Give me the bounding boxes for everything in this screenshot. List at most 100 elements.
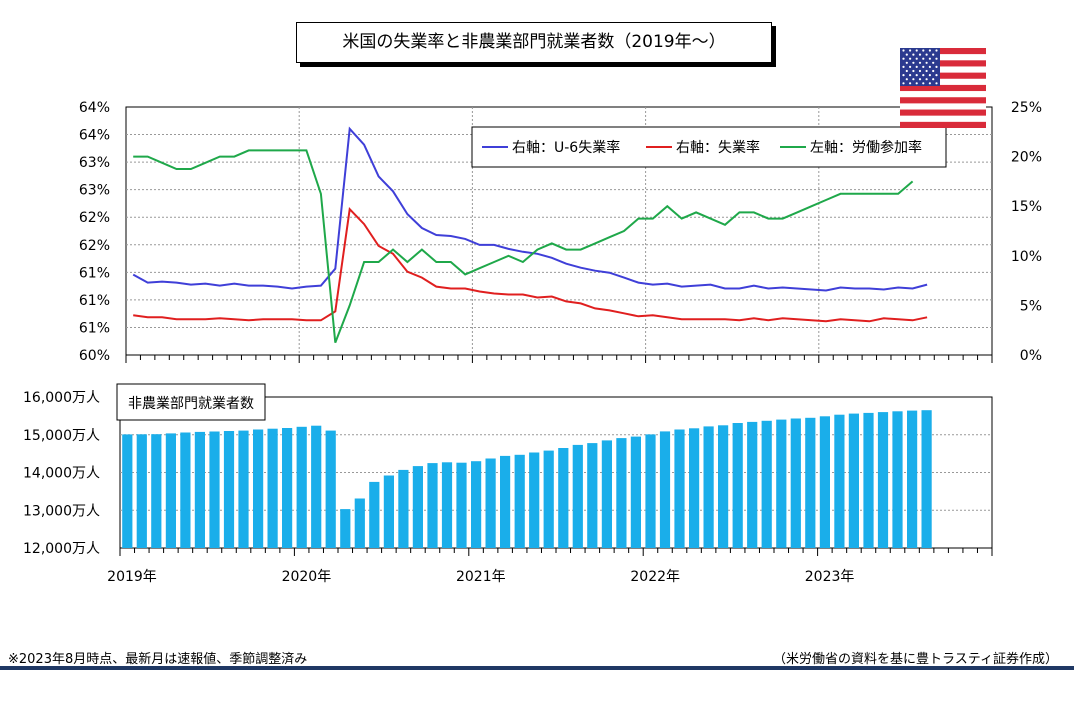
right-axis-tick-label: 0%	[1020, 348, 1042, 364]
bottom-rule	[0, 666, 1074, 670]
bar	[151, 434, 162, 548]
bar-axis-tick-label: 12,000万人	[23, 541, 100, 557]
source-note: （米労働省の資料を基に豊トラスティ証券作成）	[773, 652, 1058, 667]
chart-title: 米国の失業率と非農業部門就業者数（2019年～）	[296, 22, 772, 63]
bar	[877, 412, 889, 548]
bar	[558, 448, 569, 548]
bar	[601, 440, 612, 548]
legend-box	[471, 126, 947, 168]
bar-y-axis: 12,000万人 13,000万人 14,000万人 15,000万人 16,000万人	[23, 390, 100, 557]
bar	[689, 428, 700, 548]
bar	[543, 450, 554, 548]
bar	[441, 462, 453, 548]
bar	[340, 509, 351, 548]
left-axis-tick-label: 64%	[79, 128, 110, 144]
bar	[907, 410, 918, 548]
bar-axis-tick-label: 15,000万人	[23, 428, 100, 444]
left-axis-tick-label: 64%	[79, 100, 110, 116]
bar	[921, 410, 932, 548]
bar-axis-tick-label: 16,000万人	[23, 390, 100, 406]
bar	[747, 421, 758, 548]
bar	[529, 452, 540, 548]
left-axis-tick-label: 61%	[79, 265, 110, 281]
right-axis-tick-label: 25%	[1011, 100, 1042, 116]
left-axis-tick-label: 60%	[79, 348, 110, 364]
bar	[761, 420, 772, 548]
series-line-participation	[133, 149, 914, 343]
bar	[645, 434, 656, 548]
bar	[282, 428, 293, 548]
legend-label-unemployment: 右軸：失業率	[676, 139, 760, 156]
bar	[485, 458, 496, 548]
x-axis-year-label: 2021年	[456, 569, 506, 585]
bar-axis-tick-label: 13,000万人	[23, 503, 100, 519]
bar	[819, 416, 830, 548]
bar	[834, 414, 845, 548]
us-flag-icon	[900, 48, 986, 128]
bar-series	[122, 410, 932, 548]
x-axis-year-label: 2020年	[282, 569, 332, 585]
bar	[500, 455, 511, 548]
bar	[848, 413, 859, 548]
series-line-unemployment	[133, 207, 928, 323]
right-axis-tick-label: 15%	[1011, 199, 1042, 215]
bar	[136, 434, 147, 548]
bar-x-ticks	[119, 548, 993, 556]
left-axis-tick-label: 61%	[79, 320, 110, 336]
bar	[659, 431, 671, 548]
bar	[587, 443, 598, 548]
bar	[398, 469, 409, 548]
bar	[194, 431, 205, 548]
bar	[369, 481, 380, 548]
bar	[427, 463, 438, 548]
bar	[718, 425, 729, 548]
bar	[732, 423, 743, 548]
bar-grid	[120, 434, 992, 511]
x-axis-year-labels: 2019年 2020年 2021年 2022年 2023年	[107, 569, 854, 585]
bar	[776, 419, 787, 548]
bar	[383, 475, 394, 548]
bar	[514, 454, 525, 548]
left-axis-tick-label: 62%	[79, 238, 110, 254]
bar	[122, 434, 133, 548]
left-axis-tick-label: 63%	[79, 183, 110, 199]
series-line-u6	[132, 126, 928, 292]
bar	[223, 431, 235, 548]
bar	[165, 433, 176, 548]
legend-label-u6: 右軸：U-6失業率	[512, 139, 620, 156]
bar	[630, 436, 641, 548]
bar	[253, 429, 264, 548]
legend-label-participation: 左軸：労働参加率	[810, 139, 922, 156]
bar	[238, 430, 249, 548]
bar	[311, 425, 322, 548]
bar	[805, 417, 816, 548]
x-axis-year-label: 2019年	[107, 569, 157, 585]
bar-axis-tick-label: 14,000万人	[23, 466, 100, 482]
left-axis-tick-label: 61%	[79, 293, 110, 309]
bar	[471, 461, 482, 548]
line-series-group	[132, 126, 928, 343]
bar	[296, 426, 307, 548]
footnote: ※2023年8月時点、最新月は速報値、季節調整済み	[8, 652, 308, 667]
left-y-axis: 60% 61% 61% 61% 62% 62% 63% 63% 64% 64%	[79, 100, 110, 364]
right-y-axis: 0% 5% 10% 15% 20% 25%	[1011, 100, 1042, 364]
bar	[325, 430, 336, 548]
bar	[674, 429, 685, 548]
bar	[572, 444, 583, 548]
left-axis-tick-label: 62%	[79, 210, 110, 226]
legend: 右軸：U-6失業率 右軸：失業率 左軸：労働参加率	[471, 126, 947, 168]
bar	[267, 428, 278, 548]
bar	[180, 432, 191, 548]
bar	[863, 412, 874, 548]
bar	[616, 438, 627, 548]
x-axis-year-label: 2023年	[805, 569, 855, 585]
right-axis-tick-label: 20%	[1011, 150, 1042, 166]
bar	[703, 426, 714, 548]
bar-chart-label: 非農業部門就業者数	[128, 396, 254, 412]
x-axis-year-label: 2022年	[630, 569, 680, 585]
bar	[790, 418, 801, 548]
right-axis-tick-label: 5%	[1020, 298, 1042, 314]
bar	[354, 498, 365, 548]
bar	[209, 431, 220, 548]
